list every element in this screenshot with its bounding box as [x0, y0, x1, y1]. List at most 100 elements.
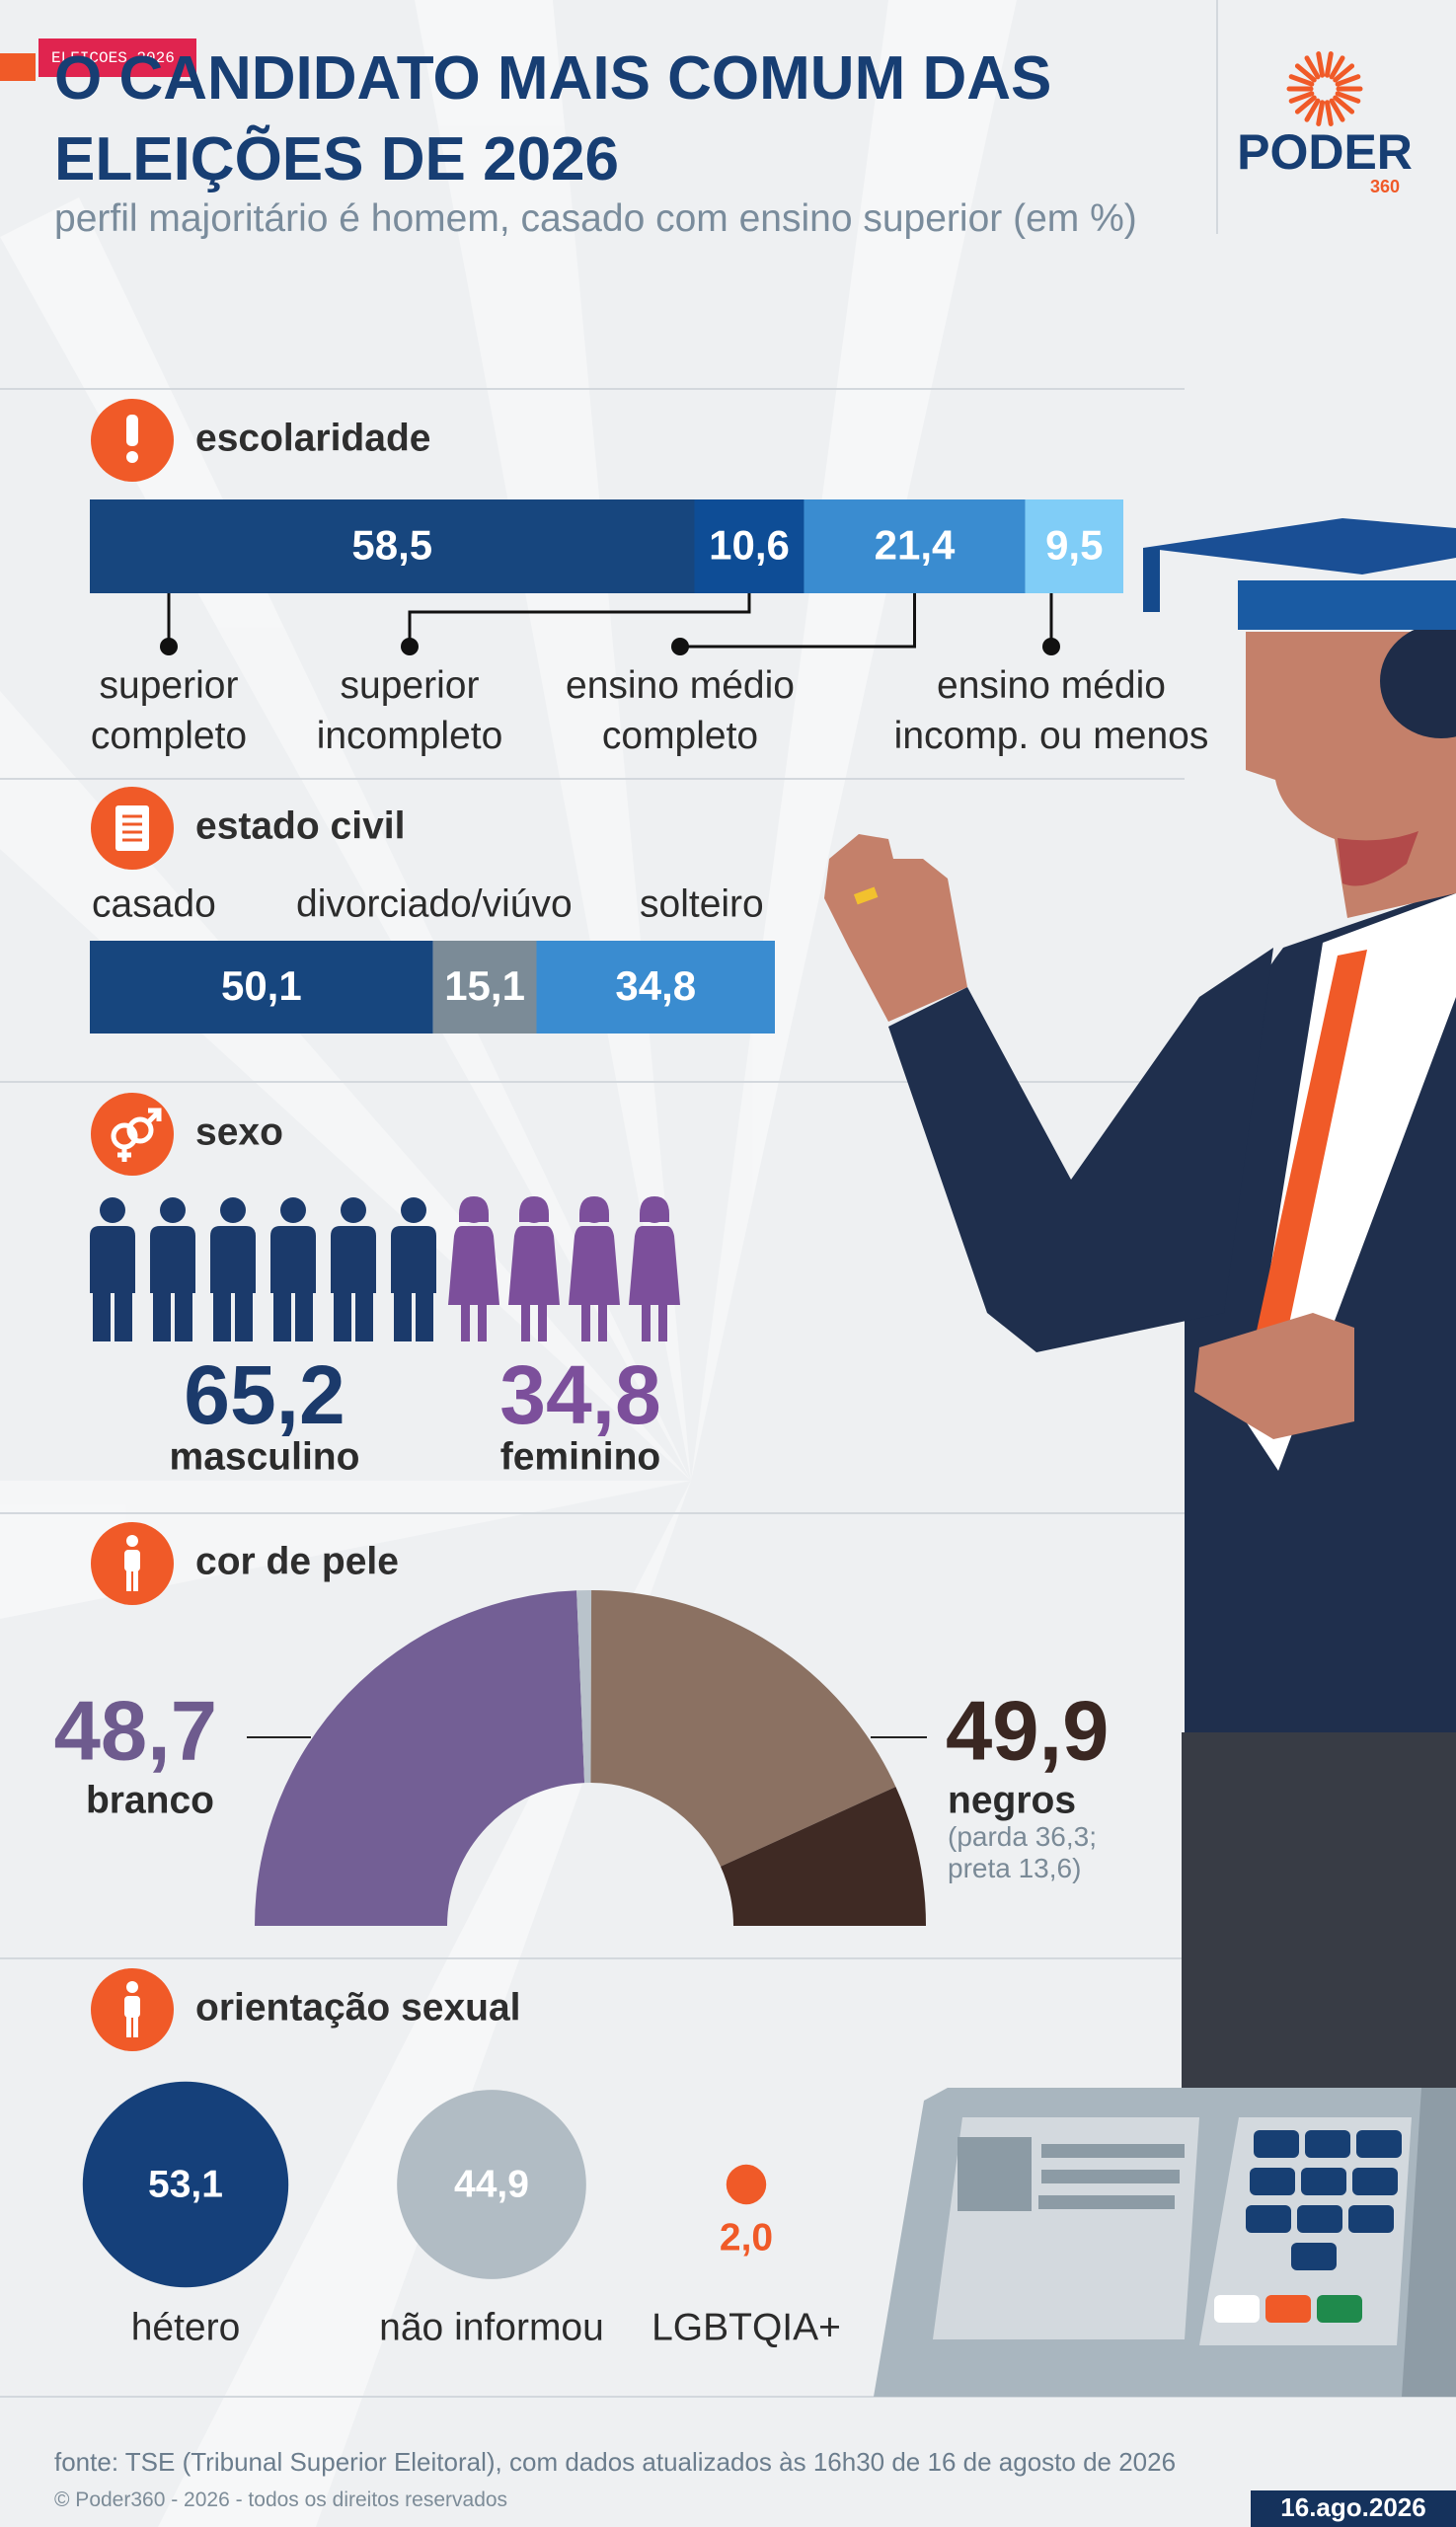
category-label: masculino	[170, 1435, 360, 1478]
section-title: estado civil	[195, 804, 405, 847]
icon-dress	[448, 1226, 499, 1305]
key	[1356, 2130, 1402, 2158]
arm	[888, 948, 1273, 1352]
raised-hand	[824, 834, 967, 1022]
section-title: cor de pele	[195, 1540, 399, 1582]
icon-shape	[133, 1570, 138, 1591]
sun-ray	[1288, 91, 1315, 104]
key	[1348, 2205, 1394, 2233]
icon-shape	[115, 805, 149, 851]
sun-ray	[1335, 91, 1361, 104]
key	[1352, 2168, 1398, 2195]
key	[1297, 2205, 1342, 2233]
screen-line	[1038, 2195, 1175, 2209]
pants	[1182, 1732, 1456, 2098]
icon-leg	[334, 1289, 351, 1341]
bubble	[82, 2081, 289, 2288]
icon-leg	[115, 1289, 132, 1341]
icon-leg	[355, 1289, 373, 1341]
icon-leg	[93, 1289, 111, 1341]
icon-leg	[478, 1303, 487, 1341]
tie	[1254, 950, 1367, 1352]
icon-dress	[569, 1226, 620, 1305]
category-label: superior incompleto	[316, 664, 503, 757]
category-label: LGBTQIA+	[651, 2306, 841, 2348]
icon-shape	[126, 451, 138, 463]
category-label: ensino médio incomp. ou menos	[893, 664, 1209, 757]
bar-segment	[90, 499, 695, 593]
icon-leg	[213, 1289, 231, 1341]
icon-leg	[394, 1289, 412, 1341]
tag-text: ELEICOES 2026	[51, 49, 175, 67]
sun-ray	[1316, 100, 1326, 126]
key	[1301, 2168, 1346, 2195]
icon-hair	[579, 1196, 609, 1222]
value-label: 21,4	[875, 522, 956, 569]
value-label: 34,8	[499, 1348, 661, 1441]
icon-head	[280, 1197, 306, 1223]
sun-ray	[1294, 95, 1317, 115]
ring	[853, 886, 879, 905]
bubble	[726, 2164, 767, 2205]
key	[1246, 2205, 1291, 2233]
keys	[1246, 2130, 1402, 2270]
value-label: 65,2	[184, 1348, 345, 1441]
value-label: 10,6	[709, 522, 790, 569]
section-icon-symbol	[111, 1108, 162, 1162]
donut-slice	[576, 1590, 592, 1784]
icon-body	[270, 1226, 316, 1293]
icon-leg	[538, 1303, 547, 1341]
connector-dot	[671, 638, 689, 655]
bar-segment	[536, 941, 775, 1034]
section-icon-symbol	[124, 1535, 140, 1591]
sun-ray	[1304, 98, 1321, 122]
section-title: orientação sexual	[195, 1986, 520, 2029]
category-label: solteiro	[640, 882, 764, 925]
group-note: (parda 36,3; preta 13,6)	[948, 1821, 1097, 1883]
key	[1305, 2130, 1350, 2158]
ray	[415, 0, 691, 1481]
key	[1254, 2130, 1299, 2158]
group-value: 49,9	[946, 1684, 1109, 1778]
screen-line	[1041, 2170, 1180, 2183]
connector-dot	[160, 638, 178, 655]
sun-ray	[1316, 51, 1326, 78]
button-orange	[1265, 2295, 1311, 2323]
subtitle: perfil majoritário é homem, casado com e…	[54, 197, 1137, 240]
source: fonte: TSE (Tribunal Superior Eleitoral)…	[54, 2447, 1177, 2477]
icon-body	[210, 1226, 256, 1293]
lower-hand	[1194, 1313, 1354, 1439]
icon-leg	[461, 1303, 470, 1341]
icon-shape	[126, 1981, 138, 1993]
icon-shape	[126, 415, 138, 446]
icon-leg	[235, 1289, 253, 1341]
man-icon	[331, 1197, 376, 1341]
icon-body	[150, 1226, 195, 1293]
bar-segment	[694, 499, 805, 593]
sun-ray	[1333, 95, 1355, 115]
group-name: branco	[86, 1779, 214, 1821]
screen-line	[1041, 2144, 1185, 2158]
icon-shape	[126, 1535, 138, 1547]
donut-slice	[255, 1590, 585, 1926]
group-value: 48,7	[54, 1684, 217, 1778]
connector-dot	[401, 638, 419, 655]
icon-leg	[153, 1289, 171, 1341]
icon-shape	[146, 1110, 160, 1124]
bar-segment	[432, 941, 537, 1034]
bar-segment	[90, 941, 433, 1034]
value-label: 44,9	[454, 2163, 529, 2205]
man-icon	[270, 1197, 316, 1341]
icon-leg	[658, 1303, 667, 1341]
sun-ray	[1329, 98, 1345, 122]
man-icon	[150, 1197, 195, 1341]
icon-leg	[295, 1289, 313, 1341]
icon-shape	[124, 1550, 140, 1571]
section-title: escolaridade	[195, 417, 430, 459]
section-title: sexo	[195, 1110, 283, 1153]
candidate-illustration	[824, 518, 1456, 2098]
icon-body	[331, 1226, 376, 1293]
